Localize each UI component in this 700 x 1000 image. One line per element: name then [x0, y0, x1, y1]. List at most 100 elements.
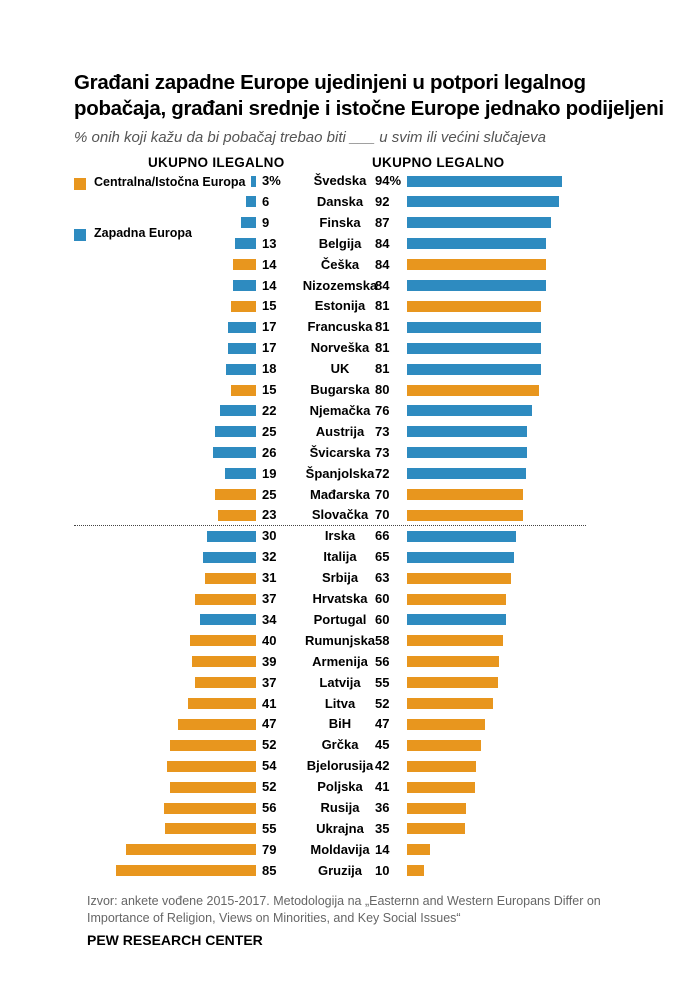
bar-legal: [407, 760, 477, 772]
chart-subtitle: % onih koji kažu da bi pobačaj trebao bi…: [74, 129, 546, 146]
value-illegal: 52: [262, 737, 277, 753]
value-legal: 14: [375, 841, 390, 857]
value-illegal: 15: [262, 382, 277, 397]
country-label: Armenija: [312, 653, 368, 669]
country-label: Poljska: [317, 779, 363, 795]
country-label: Portugal: [313, 611, 367, 627]
bar-illegal: [227, 342, 256, 354]
value-illegal: 18: [262, 361, 277, 377]
group-divider: [74, 525, 586, 526]
bar-illegal: [231, 384, 256, 396]
country-label: Rumunjska: [304, 632, 376, 648]
bar-illegal: [213, 447, 256, 459]
value-legal: 58: [375, 632, 390, 648]
value-illegal: 52: [262, 779, 277, 795]
value-illegal: 47: [262, 716, 277, 732]
bar-illegal: [234, 238, 256, 250]
right-column-header: UKUPNO LEGALNO: [372, 155, 505, 170]
value-illegal: 41: [262, 695, 277, 711]
bar-legal: [407, 175, 563, 187]
legend-swatch-orange: [74, 178, 86, 190]
bar-illegal: [204, 572, 256, 584]
value-legal: 56: [375, 653, 390, 669]
value-illegal: 22: [262, 402, 277, 418]
bar-legal: [407, 572, 511, 584]
country-label: Nizozemska: [302, 277, 378, 293]
bar-illegal: [219, 405, 256, 417]
value-illegal: 25: [262, 423, 277, 439]
bar-illegal: [115, 865, 256, 877]
bar-legal: [407, 196, 559, 208]
value-illegal: 34: [262, 611, 277, 627]
legend-label: Zapadna Europa: [94, 226, 192, 240]
value-legal: 47: [375, 716, 390, 732]
bar-legal: [407, 698, 493, 709]
bar-illegal: [227, 321, 256, 333]
bar-legal: [407, 238, 546, 250]
value-legal: 94%: [375, 173, 402, 188]
value-legal: 73: [375, 423, 390, 439]
value-legal: 92: [375, 193, 390, 209]
bar-illegal: [170, 739, 256, 751]
value-illegal: 17: [262, 319, 277, 335]
country-label: Bjelorusija: [306, 758, 374, 774]
country-label: Hrvatska: [312, 591, 368, 606]
left-column-header: UKUPNO ILEGALNO: [148, 155, 285, 170]
country-label: Bugarska: [310, 382, 370, 397]
bar-legal: [407, 342, 541, 354]
value-legal: 65: [375, 549, 390, 565]
bar-legal: [407, 447, 528, 459]
value-legal: 80: [375, 382, 390, 397]
bar-legal: [407, 300, 541, 312]
value-illegal: 26: [262, 444, 277, 460]
bar-legal: [407, 321, 541, 333]
bar-legal: [407, 802, 467, 814]
bar-legal: [407, 781, 475, 793]
value-illegal: 23: [262, 507, 277, 523]
bar-legal: [407, 405, 533, 417]
value-legal: 84: [375, 256, 390, 272]
value-illegal: 30: [262, 528, 277, 544]
value-legal: 72: [375, 465, 390, 481]
country-label: Latvija: [319, 674, 361, 690]
bar-legal: [407, 593, 506, 605]
value-illegal: 9: [262, 214, 270, 230]
value-legal: 81: [375, 298, 390, 314]
bar-legal: [407, 656, 500, 668]
bar-illegal: [214, 426, 256, 438]
bar-legal: [407, 718, 485, 730]
value-illegal: 54: [262, 758, 277, 774]
value-illegal: 25: [262, 486, 277, 502]
bar-legal: [407, 468, 526, 480]
bar-legal: [407, 363, 541, 375]
value-illegal: 14: [262, 256, 277, 272]
country-label: Litva: [324, 695, 356, 711]
bar-legal: [407, 823, 465, 835]
value-legal: 81: [375, 340, 390, 356]
value-legal: 73: [375, 444, 390, 460]
bar-legal: [407, 489, 523, 500]
bar-legal: [407, 426, 528, 438]
value-legal: 35: [375, 820, 390, 836]
value-legal: 42: [375, 758, 390, 774]
bar-illegal: [194, 593, 256, 605]
bar-legal: [407, 551, 515, 563]
value-legal: 70: [375, 486, 390, 502]
value-illegal: 19: [262, 465, 277, 481]
bar-illegal: [246, 196, 256, 208]
value-legal: 63: [375, 570, 390, 586]
bar-legal: [407, 384, 539, 396]
bar-illegal: [226, 363, 256, 375]
bar-illegal: [214, 489, 256, 500]
value-legal: 10: [375, 862, 390, 878]
country-label: UK: [330, 361, 350, 377]
chart-title: Građani zapadne Europe ujedinjeni u potp…: [74, 71, 664, 120]
value-legal: 36: [375, 800, 390, 815]
value-legal: 81: [375, 319, 390, 335]
value-legal: 52: [375, 695, 390, 711]
bar-illegal: [251, 175, 256, 187]
country-label: Švedska: [313, 173, 367, 188]
value-legal: 81: [375, 361, 390, 377]
value-illegal: 3%: [262, 173, 281, 188]
country-label: Njemačka: [309, 402, 371, 418]
